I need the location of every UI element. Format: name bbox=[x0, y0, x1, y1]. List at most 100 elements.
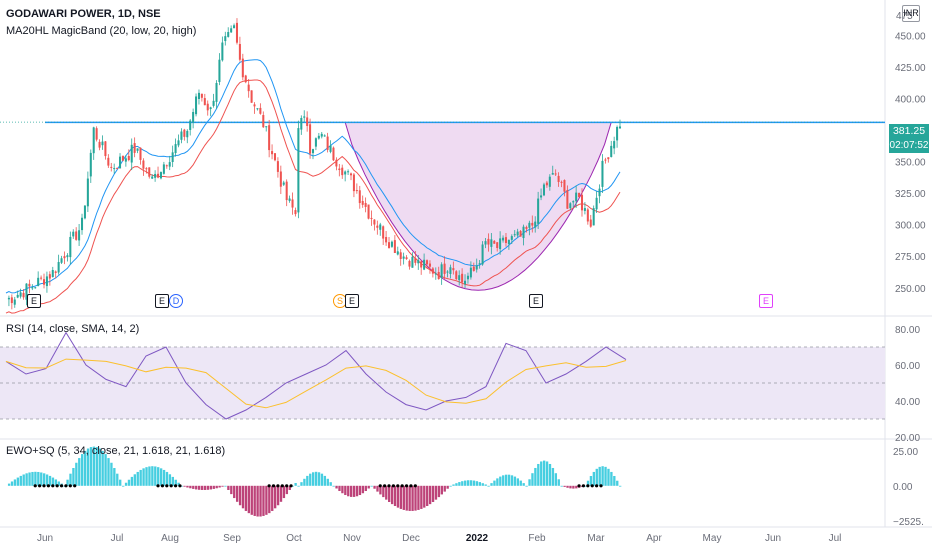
ewo-bar bbox=[233, 485, 236, 499]
ewo-bar bbox=[496, 478, 499, 486]
candle bbox=[569, 203, 572, 209]
candle bbox=[28, 283, 31, 287]
ewo-bar bbox=[288, 485, 291, 490]
candle bbox=[589, 219, 592, 227]
candle bbox=[268, 125, 271, 151]
ewo-bar bbox=[227, 485, 230, 490]
earnings-event-icon[interactable]: E bbox=[345, 294, 359, 308]
ewo-bar bbox=[92, 446, 96, 486]
candle bbox=[358, 190, 361, 204]
ewo-bar bbox=[563, 485, 566, 487]
ewo-bar bbox=[499, 476, 502, 486]
ewo-bar bbox=[396, 485, 400, 508]
candle bbox=[297, 128, 300, 213]
price-axis-label: 275.00 bbox=[895, 252, 926, 263]
dividend-event-icon[interactable]: D bbox=[169, 294, 183, 308]
rsi-legend[interactable]: RSI (14, close, SMA, 14, 2) bbox=[6, 323, 140, 335]
candle bbox=[259, 107, 262, 114]
magicband-legend[interactable]: MA20HL MagicBand (20, low, 20, high) bbox=[6, 25, 197, 37]
ewo-bar bbox=[504, 474, 508, 486]
ewo-bar bbox=[83, 450, 87, 486]
ewo-bar bbox=[586, 480, 590, 486]
candle bbox=[563, 180, 566, 192]
candle bbox=[592, 208, 595, 226]
squeeze-dot bbox=[51, 484, 55, 488]
candle bbox=[575, 192, 578, 202]
candle bbox=[464, 280, 467, 285]
ewo-bar bbox=[481, 483, 484, 486]
ewo-bar bbox=[291, 485, 294, 487]
candle bbox=[537, 198, 540, 224]
ewo-bar bbox=[57, 481, 60, 486]
candle bbox=[472, 266, 475, 271]
candle bbox=[7, 297, 10, 300]
earnings-event-icon[interactable]: E bbox=[529, 294, 543, 308]
candle bbox=[22, 292, 25, 298]
time-axis-label: Nov bbox=[343, 533, 361, 544]
candle bbox=[580, 194, 584, 211]
candle bbox=[499, 238, 502, 250]
squeeze-dot bbox=[280, 484, 284, 488]
ewo-bar bbox=[510, 475, 514, 486]
ewo-bar bbox=[22, 474, 25, 486]
candle bbox=[390, 241, 393, 247]
ewo-bar bbox=[537, 463, 540, 486]
price-axis-label: 425.00 bbox=[895, 63, 926, 74]
ewo-bar bbox=[31, 471, 34, 486]
candle bbox=[145, 168, 148, 170]
candle bbox=[291, 199, 294, 208]
earnings-event-icon[interactable]: E bbox=[155, 294, 169, 308]
ewo-bar bbox=[402, 485, 405, 510]
ewo-bar bbox=[408, 485, 411, 511]
ewo-bar bbox=[373, 485, 376, 489]
ewo-bar bbox=[516, 478, 520, 486]
candle bbox=[180, 131, 183, 140]
candle bbox=[195, 96, 198, 115]
ewo-bar bbox=[426, 485, 429, 507]
ewo-bar bbox=[268, 485, 271, 514]
ewo-bar bbox=[551, 467, 555, 486]
candle bbox=[586, 209, 589, 222]
ewo-bar bbox=[200, 485, 204, 490]
candle bbox=[250, 90, 253, 103]
ewo-bar bbox=[487, 485, 490, 487]
ewo-bar bbox=[604, 466, 607, 486]
candle bbox=[367, 204, 370, 219]
symbol-title[interactable]: GODAWARI POWER, 1D, NSE bbox=[6, 8, 161, 20]
candle bbox=[83, 205, 86, 219]
ewo-bar bbox=[54, 479, 58, 486]
candle bbox=[493, 240, 496, 244]
squeeze-dot bbox=[599, 484, 603, 488]
ewo-bar bbox=[385, 485, 388, 500]
ewo-bar bbox=[317, 472, 321, 486]
ewo-bar bbox=[218, 485, 221, 488]
ewo-legend[interactable]: EWO+SQ (5, 34, close, 21, 1.618, 21, 1.6… bbox=[6, 445, 226, 457]
candle bbox=[405, 257, 408, 259]
ewo-bar bbox=[16, 477, 20, 486]
ewo-bar bbox=[192, 485, 195, 489]
future-earnings-event-icon[interactable]: E bbox=[759, 294, 773, 308]
earnings-event-icon[interactable]: E bbox=[27, 294, 41, 308]
ewo-bar bbox=[405, 485, 408, 511]
ewo-bar bbox=[66, 479, 69, 486]
ewo-bar bbox=[89, 447, 93, 486]
squeeze-dot bbox=[387, 484, 391, 488]
candle bbox=[385, 237, 388, 243]
candle bbox=[98, 141, 101, 148]
ewo-bar bbox=[352, 485, 356, 497]
squeeze-dot bbox=[396, 484, 400, 488]
candle bbox=[329, 145, 332, 152]
ewo-bar bbox=[592, 471, 596, 486]
candle bbox=[420, 261, 423, 268]
ewo-bar bbox=[309, 473, 312, 486]
rsi-band bbox=[0, 347, 885, 419]
ewo-bar bbox=[469, 480, 473, 486]
candle bbox=[545, 182, 548, 186]
ewo-bar bbox=[13, 479, 17, 486]
ewo-bar bbox=[195, 485, 198, 490]
ewo-bar bbox=[560, 485, 563, 487]
candle bbox=[504, 237, 507, 243]
ewo-bar bbox=[607, 468, 610, 486]
squeeze-dot bbox=[46, 484, 50, 488]
